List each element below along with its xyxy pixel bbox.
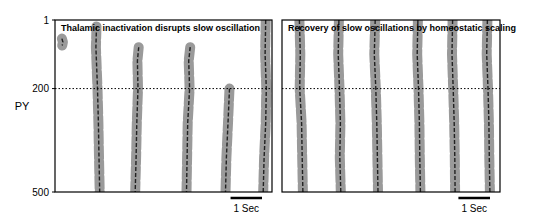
burst-core	[263, 20, 266, 192]
scale-bar-label: 1 Sec	[233, 203, 259, 214]
figure: Thalamic inactivation disrupts slow osci…	[0, 0, 538, 218]
burst-band	[96, 27, 100, 193]
burst-core	[62, 39, 63, 46]
burst-core	[417, 20, 420, 192]
scale-bar-label: 1 Sec	[461, 203, 487, 214]
scale-bar	[231, 197, 262, 200]
y-tick-label: 200	[32, 83, 49, 94]
burst-band	[452, 20, 455, 192]
burst-core	[299, 20, 303, 192]
y-tick-label: 500	[32, 187, 49, 198]
title: Recovery of slow oscillations by homeost…	[288, 23, 516, 33]
burst-core	[226, 89, 230, 192]
burst-band	[417, 20, 420, 192]
y-axis-label: PY	[15, 100, 30, 112]
y-tick	[52, 88, 55, 89]
burst-band	[338, 20, 341, 192]
spike-waves	[62, 20, 266, 192]
burst-band	[62, 39, 63, 46]
boundary-line	[55, 88, 272, 89]
burst-band	[299, 20, 303, 192]
burst-band	[135, 47, 139, 192]
y-tick	[52, 192, 55, 193]
boundary-line	[282, 88, 500, 89]
burst-band	[187, 47, 191, 192]
burst-band	[226, 89, 230, 192]
burst-core	[452, 20, 455, 192]
burst-band	[263, 20, 266, 192]
frame	[55, 20, 272, 192]
scale-bar	[458, 197, 490, 200]
burst-core	[487, 20, 490, 192]
panel: Recovery of slow oscillations by homeost…	[282, 20, 516, 214]
burst-core	[135, 47, 139, 192]
burst-core	[338, 20, 341, 192]
frame	[282, 20, 500, 192]
burst-core	[96, 27, 100, 193]
y-tick	[52, 20, 55, 21]
burst-band	[374, 20, 378, 192]
burst-band	[487, 20, 490, 192]
title: Thalamic inactivation disrupts slow osci…	[61, 23, 260, 33]
y-tick-label: 1	[43, 15, 49, 26]
burst-core	[374, 20, 378, 192]
burst-core	[187, 47, 191, 192]
panel: Thalamic inactivation disrupts slow osci…	[15, 15, 272, 215]
spike-waves	[299, 20, 490, 192]
